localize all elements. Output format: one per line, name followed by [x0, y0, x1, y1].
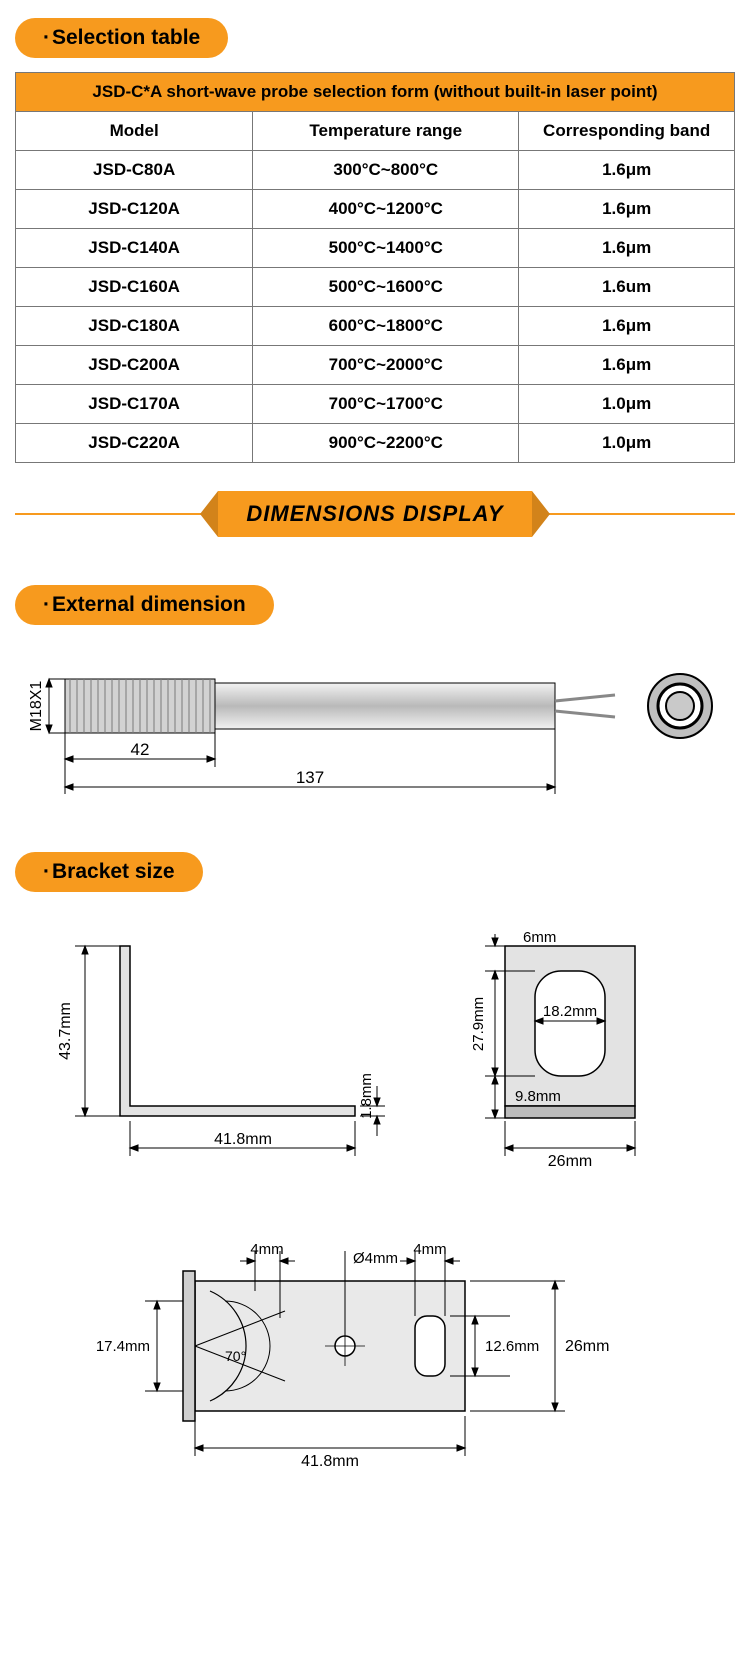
table-cell: 1.6μm [519, 190, 735, 229]
external-dimension-heading: External dimension [15, 585, 274, 625]
banner-line-right [542, 513, 735, 515]
table-cell: JSD-C220A [16, 424, 253, 463]
table-cell: 1.6um [519, 268, 735, 307]
table-row: JSD-C80A300°C~800°C1.6μm [16, 151, 735, 190]
table-cell: 1.6μm [519, 307, 735, 346]
bracket-top-base: 41.8mm [301, 1453, 359, 1470]
table-cell: JSD-C200A [16, 346, 253, 385]
table-cell: 1.0μm [519, 424, 735, 463]
table-cell: 500°C~1400°C [253, 229, 519, 268]
bracket-top-left-h: 17.4mm [96, 1338, 150, 1355]
banner-label: DIMENSIONS DISPLAY [218, 491, 531, 537]
bracket-front-slot-h: 27.9mm [470, 997, 487, 1051]
table-cell: 900°C~2200°C [253, 424, 519, 463]
table-row: JSD-C120A400°C~1200°C1.6μm [16, 190, 735, 229]
table-row: JSD-C220A900°C~2200°C1.0μm [16, 424, 735, 463]
table-cell: JSD-C160A [16, 268, 253, 307]
bracket-diagram-top: 70° 17.4mm [15, 1221, 735, 1496]
bracket-top-slot-h: 12.6mm [485, 1338, 539, 1355]
table-row: JSD-C170A700°C~1700°C1.0μm [16, 385, 735, 424]
table-row: JSD-C160A500°C~1600°C1.6um [16, 268, 735, 307]
selection-table-heading: Selection table [15, 18, 228, 58]
table-header-row: Model Temperature range Corresponding ba… [16, 112, 735, 151]
bracket-front-slot-w: 18.2mm [543, 1003, 597, 1020]
table-cell: 400°C~1200°C [253, 190, 519, 229]
bracket-top-right-h: 26mm [565, 1338, 609, 1355]
table-cell: 300°C~800°C [253, 151, 519, 190]
bracket-size-heading: Bracket size [15, 852, 203, 892]
selection-table: JSD-C*A short-wave probe selection form … [15, 72, 735, 463]
table-cell: 600°C~1800°C [253, 307, 519, 346]
bracket-front-top: 6mm [523, 929, 556, 946]
bracket-side-thick: 1.8mm [358, 1073, 375, 1119]
col-model: Model [16, 112, 253, 151]
thread-label: M18X1 [28, 681, 45, 732]
bracket-diagrams-1: 43.7mm 41.8mm 1.8mm [15, 916, 735, 1191]
dimensions-banner: DIMENSIONS DISPLAY [15, 491, 735, 537]
table-cell: JSD-C170A [16, 385, 253, 424]
table-cell: 700°C~1700°C [253, 385, 519, 424]
table-cell: 700°C~2000°C [253, 346, 519, 385]
table-cell: 1.6μm [519, 229, 735, 268]
bracket-side-height: 43.7mm [57, 1002, 74, 1060]
table-cell: 1.0μm [519, 385, 735, 424]
external-dimension-diagram: M18X1 42 137 [15, 649, 735, 814]
bracket-front-below: 9.8mm [515, 1088, 561, 1105]
table-cell: 1.6μm [519, 151, 735, 190]
table-cell: 500°C~1600°C [253, 268, 519, 307]
total-len: 137 [296, 768, 324, 787]
bracket-top-angle: 70° [225, 1348, 246, 1364]
table-cell: JSD-C120A [16, 190, 253, 229]
table-cell: JSD-C140A [16, 229, 253, 268]
banner-line-left [15, 513, 208, 515]
table-cell: JSD-C80A [16, 151, 253, 190]
bracket-front-width: 26mm [548, 1153, 592, 1170]
col-band: Corresponding band [519, 112, 735, 151]
col-temp: Temperature range [253, 112, 519, 151]
bracket-top-hole: Ø4mm [353, 1250, 398, 1267]
table-row: JSD-C180A600°C~1800°C1.6μm [16, 307, 735, 346]
table-row: JSD-C200A700°C~2000°C1.6μm [16, 346, 735, 385]
bracket-top-gap-l: 4mm [250, 1241, 283, 1258]
bracket-side-base: 41.8mm [214, 1131, 272, 1148]
thread-len: 42 [131, 740, 150, 759]
table-cell: 1.6μm [519, 346, 735, 385]
table-cell: JSD-C180A [16, 307, 253, 346]
table-title: JSD-C*A short-wave probe selection form … [16, 73, 735, 112]
bracket-top-gap-r: 4mm [413, 1241, 446, 1258]
table-row: JSD-C140A500°C~1400°C1.6μm [16, 229, 735, 268]
